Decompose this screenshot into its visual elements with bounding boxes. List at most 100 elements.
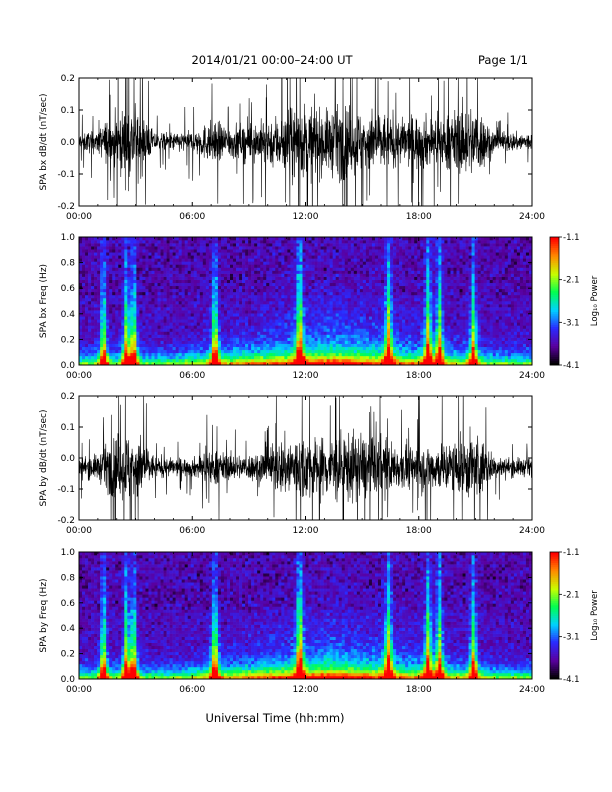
spectrogram-cell (272, 307, 276, 311)
spectrogram-cell (338, 270, 343, 274)
spectrogram-cell (157, 273, 161, 277)
spectrogram-cell (381, 307, 385, 311)
spectrogram-cell (254, 313, 258, 317)
spectrogram-cell (181, 276, 185, 280)
spectrogram-cell (106, 243, 110, 247)
spectrogram-cell (230, 258, 234, 262)
spectrogram-cell (236, 252, 240, 256)
spectrogram-cell (326, 276, 330, 280)
spectrogram-cell (230, 294, 234, 299)
spectrogram-cell (226, 352, 231, 357)
spectrogram-cell (387, 246, 391, 250)
spectrogram-cell (178, 310, 182, 314)
spectrogram-cell (205, 313, 210, 317)
spectrogram-cell (254, 322, 258, 326)
spectrogram-cell (112, 334, 116, 338)
spectrogram-cell (139, 279, 143, 284)
spectrogram-cell (278, 270, 282, 274)
spectrogram-cell (236, 246, 240, 250)
spectrogram-cell (109, 276, 113, 280)
spectrogram-cell (190, 243, 195, 247)
spectrogram-cell (296, 294, 300, 299)
spectrogram-cell (236, 264, 240, 268)
spectrogram-cell (420, 288, 424, 293)
spectrogram-cell (163, 361, 167, 366)
spectrogram-cell (426, 252, 430, 256)
spectrogram-cell (356, 294, 361, 299)
spectrogram-cell (368, 297, 373, 302)
spectrogram-cell (112, 340, 116, 344)
spectrogram-cell (362, 285, 367, 290)
spectrogram-cell (142, 282, 146, 287)
spectrogram-cell (257, 361, 261, 366)
spectrogram-cell (211, 282, 216, 287)
spectrogram-cell (172, 340, 176, 344)
spectrogram-cell (429, 316, 433, 320)
spectrogram-cell (115, 270, 119, 274)
spectrogram-cell (88, 252, 92, 256)
spectrogram-cell (242, 243, 246, 247)
spectrogram-cell (399, 243, 403, 247)
spectrogram-cell (381, 313, 385, 317)
spectrogram-cell (154, 334, 158, 338)
spectrogram-cell (272, 331, 276, 335)
spectrogram-cell (299, 355, 303, 360)
spectrogram-cell (374, 313, 379, 317)
spectrogram-cell (142, 285, 146, 290)
spectrogram-cell (248, 237, 252, 241)
spectrogram-cell (223, 319, 228, 323)
spectrogram-cell (236, 297, 240, 302)
spectrogram-cell (317, 252, 321, 256)
spectrogram-cell (408, 340, 412, 344)
spectrogram-cell (359, 322, 364, 326)
spectrogram-cell (260, 301, 264, 305)
spectrogram-cell (320, 349, 324, 354)
spectrogram-cell (94, 313, 98, 317)
spectrogram-cell (269, 249, 273, 253)
spectrogram-cell (157, 258, 161, 262)
spectrogram-cell (368, 328, 373, 332)
spectrogram-cell (254, 252, 258, 256)
spectrogram-cell (157, 252, 161, 256)
spectrogram-cell (302, 316, 306, 320)
spectrogram-cell (118, 355, 122, 360)
spectrogram-cell (115, 267, 119, 271)
spectrogram-cell (85, 294, 89, 299)
spectrogram-cell (208, 343, 213, 348)
spectrogram-cell (196, 243, 201, 247)
spectrogram-cell (160, 249, 164, 253)
spectrogram-cell (121, 304, 125, 308)
spectrogram-cell (245, 313, 249, 317)
spectrogram-cell (414, 282, 418, 287)
spectrogram-cell (154, 343, 158, 348)
spectrogram-cell (299, 267, 303, 271)
spectrogram-cell (233, 267, 237, 271)
spectrogram-cell (115, 282, 119, 287)
spectrogram-cell (323, 340, 327, 344)
spectrogram-cell (211, 255, 216, 259)
spectrogram-cell (196, 334, 201, 338)
spectrogram-cell (308, 310, 312, 314)
spectrogram-cell (317, 282, 321, 287)
spectrogram-cell (390, 297, 394, 302)
spectrogram-cell (384, 297, 388, 302)
spectrogram-cell (236, 249, 240, 253)
spectrogram-cell (85, 276, 89, 280)
spectrogram-cell (202, 328, 207, 332)
spectrogram-cell (347, 258, 352, 262)
spectrogram-cell (109, 322, 113, 326)
spectrogram-cell (308, 249, 312, 253)
spectrogram-cell (390, 258, 394, 262)
spectrogram-cell (226, 237, 231, 241)
spectrogram-cell (184, 334, 189, 338)
spectrogram-cell (350, 237, 355, 241)
spectrogram-cell (266, 322, 270, 326)
spectrogram-cell (341, 273, 346, 277)
spectrogram-cell (293, 267, 297, 271)
spectrogram-cell (166, 288, 170, 293)
spectrogram-cell (350, 240, 355, 244)
spectrogram-cell (296, 304, 300, 308)
spectrogram-cell (133, 294, 137, 299)
spectrogram-cell (414, 249, 418, 253)
spectrogram-cell (160, 291, 164, 296)
